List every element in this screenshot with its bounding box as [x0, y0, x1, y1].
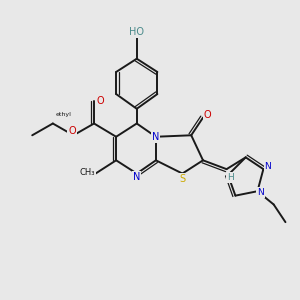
Text: CH₃: CH₃ — [80, 168, 95, 177]
Text: N: N — [257, 188, 264, 197]
Text: ethyl: ethyl — [55, 112, 71, 117]
Text: S: S — [179, 174, 185, 184]
Text: H: H — [227, 173, 233, 182]
Text: O: O — [68, 126, 76, 136]
Text: HO: HO — [129, 27, 144, 37]
Text: O: O — [97, 96, 104, 106]
Text: N: N — [264, 162, 271, 171]
Text: O: O — [204, 110, 211, 120]
Text: N: N — [152, 132, 160, 142]
Text: N: N — [133, 172, 140, 182]
